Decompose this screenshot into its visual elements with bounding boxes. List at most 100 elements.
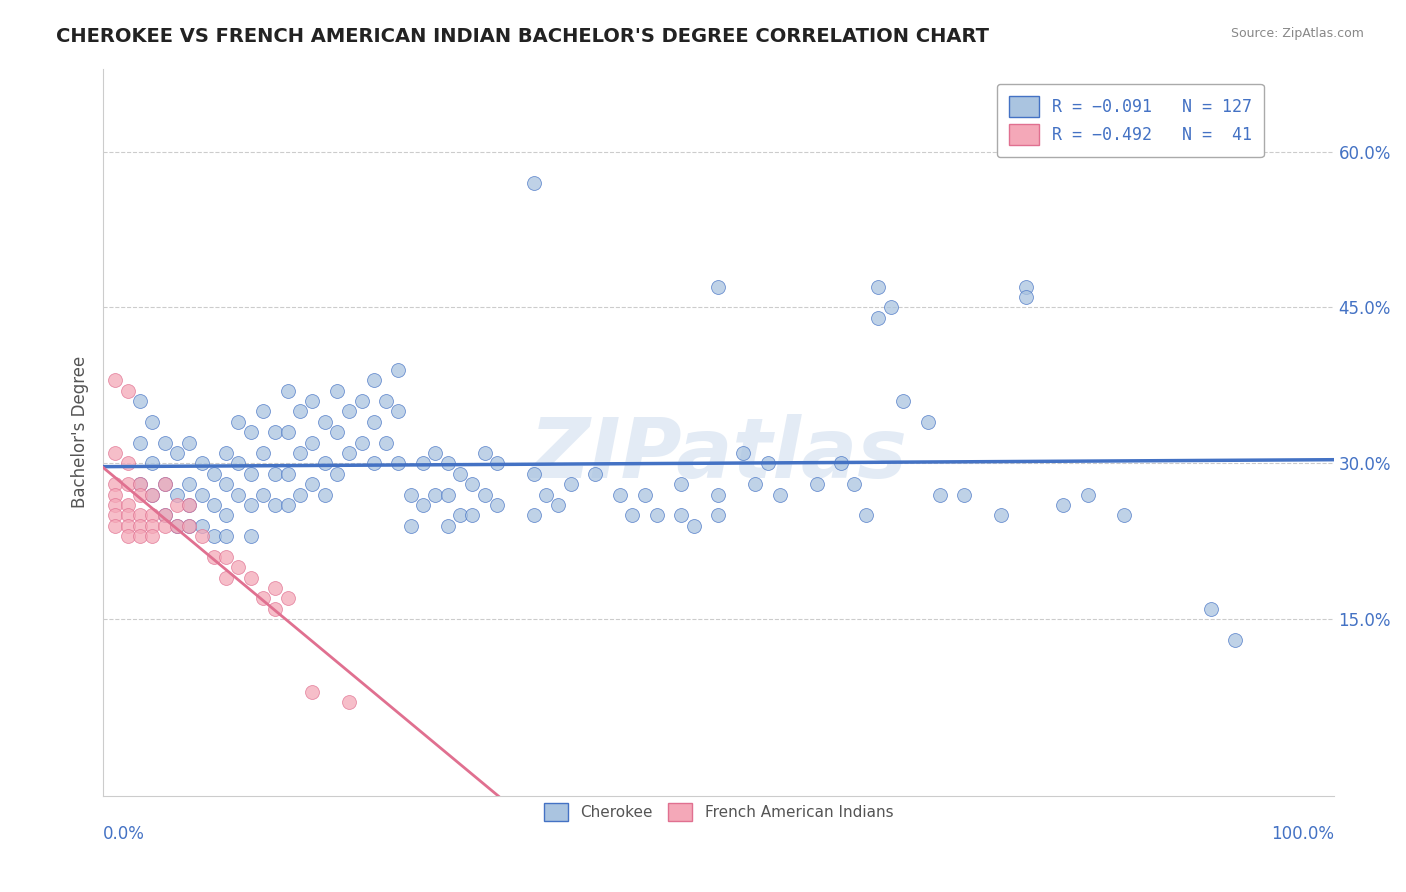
Point xyxy=(301,394,323,409)
Y-axis label: Bachelor's Degree: Bachelor's Degree xyxy=(72,356,89,508)
Point xyxy=(609,487,631,501)
Point xyxy=(523,508,546,523)
Point xyxy=(117,456,139,470)
Point xyxy=(252,404,274,418)
Point xyxy=(153,508,176,523)
Point xyxy=(1015,290,1038,304)
Point xyxy=(141,508,163,523)
Point xyxy=(202,529,225,543)
Point xyxy=(326,425,349,440)
Point xyxy=(141,456,163,470)
Point xyxy=(547,498,569,512)
Point xyxy=(153,435,176,450)
Point xyxy=(436,518,458,533)
Point xyxy=(523,176,546,190)
Point xyxy=(928,487,950,501)
Point xyxy=(633,487,655,501)
Point xyxy=(190,529,212,543)
Point xyxy=(179,498,201,512)
Point xyxy=(190,487,212,501)
Point xyxy=(117,508,139,523)
Point xyxy=(252,487,274,501)
Point xyxy=(166,518,188,533)
Point xyxy=(117,384,139,398)
Point xyxy=(264,467,287,481)
Point xyxy=(412,498,434,512)
Point xyxy=(399,518,422,533)
Point xyxy=(277,425,299,440)
Point xyxy=(1225,632,1247,647)
Point xyxy=(215,571,238,585)
Point xyxy=(129,518,152,533)
Point xyxy=(117,529,139,543)
Legend: Cherokee, French American Indians: Cherokee, French American Indians xyxy=(536,796,901,828)
Point xyxy=(375,394,398,409)
Point xyxy=(179,498,201,512)
Point xyxy=(179,518,201,533)
Point xyxy=(560,477,582,491)
Point xyxy=(153,477,176,491)
Point xyxy=(228,456,250,470)
Point xyxy=(277,591,299,606)
Point xyxy=(671,477,693,491)
Point xyxy=(990,508,1012,523)
Point xyxy=(474,446,496,460)
Point xyxy=(707,508,730,523)
Point xyxy=(621,508,644,523)
Point xyxy=(104,373,127,387)
Point xyxy=(202,467,225,481)
Point xyxy=(228,415,250,429)
Point xyxy=(288,487,311,501)
Point xyxy=(314,456,336,470)
Point xyxy=(179,435,201,450)
Point xyxy=(215,446,238,460)
Point xyxy=(104,477,127,491)
Point xyxy=(363,415,385,429)
Point xyxy=(326,384,349,398)
Point xyxy=(129,529,152,543)
Point xyxy=(141,487,163,501)
Point xyxy=(350,435,373,450)
Point xyxy=(215,549,238,564)
Point xyxy=(350,394,373,409)
Point xyxy=(288,404,311,418)
Point xyxy=(744,477,766,491)
Point xyxy=(104,508,127,523)
Point xyxy=(707,487,730,501)
Point xyxy=(671,508,693,523)
Point xyxy=(141,518,163,533)
Point xyxy=(104,498,127,512)
Point xyxy=(436,487,458,501)
Point xyxy=(239,498,262,512)
Point xyxy=(215,477,238,491)
Point xyxy=(425,487,447,501)
Point xyxy=(387,404,409,418)
Point xyxy=(239,571,262,585)
Point xyxy=(399,487,422,501)
Point xyxy=(166,487,188,501)
Point xyxy=(337,446,360,460)
Point xyxy=(228,487,250,501)
Point xyxy=(190,518,212,533)
Point xyxy=(129,508,152,523)
Point xyxy=(436,456,458,470)
Point xyxy=(485,498,508,512)
Point xyxy=(104,487,127,501)
Point xyxy=(129,477,152,491)
Point xyxy=(129,435,152,450)
Point xyxy=(190,456,212,470)
Point xyxy=(288,446,311,460)
Text: 0.0%: 0.0% xyxy=(103,825,145,843)
Text: Source: ZipAtlas.com: Source: ZipAtlas.com xyxy=(1230,27,1364,40)
Point xyxy=(129,394,152,409)
Point xyxy=(830,456,852,470)
Point xyxy=(387,456,409,470)
Point xyxy=(363,373,385,387)
Point xyxy=(461,508,484,523)
Point xyxy=(104,446,127,460)
Point xyxy=(104,518,127,533)
Point xyxy=(179,477,201,491)
Point xyxy=(806,477,828,491)
Point xyxy=(1076,487,1098,501)
Point xyxy=(277,498,299,512)
